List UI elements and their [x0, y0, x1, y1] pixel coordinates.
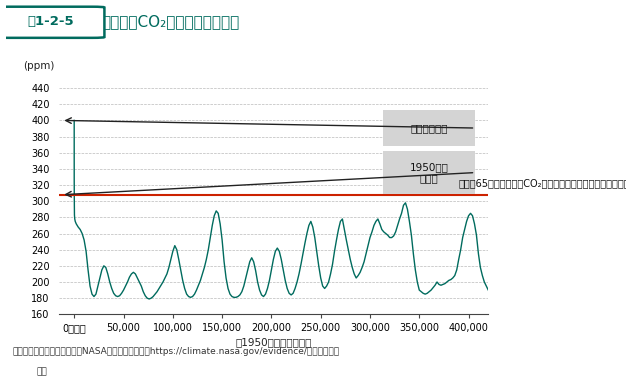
X-axis label: （1950年以前の年数）: （1950年以前の年数）	[235, 338, 312, 347]
FancyBboxPatch shape	[383, 110, 475, 146]
Text: (ppm): (ppm)	[23, 61, 54, 70]
FancyBboxPatch shape	[383, 152, 475, 194]
Text: ＜遇去65万年もの間、CO₂はこの水準を超えることはなかった＞: ＜遇去65万年もの間、CO₂はこの水準を超えることはなかった＞	[459, 178, 626, 189]
FancyBboxPatch shape	[0, 7, 105, 38]
Text: 1950年の
レベル: 1950年の レベル	[410, 162, 449, 183]
Text: 図1-2-5: 図1-2-5	[27, 15, 74, 28]
Text: 大気中のCO₂の平均濃度の推移: 大気中のCO₂の平均濃度の推移	[101, 14, 240, 29]
Text: 作成: 作成	[37, 368, 48, 377]
Text: 資料：アメリカ航空宇宙局（NASA）ホームページ（https://climate.nasa.gov/evidence/）より環境省: 資料：アメリカ航空宇宙局（NASA）ホームページ（https://climate…	[13, 347, 339, 356]
Text: 現在のレベル: 現在のレベル	[411, 123, 448, 133]
